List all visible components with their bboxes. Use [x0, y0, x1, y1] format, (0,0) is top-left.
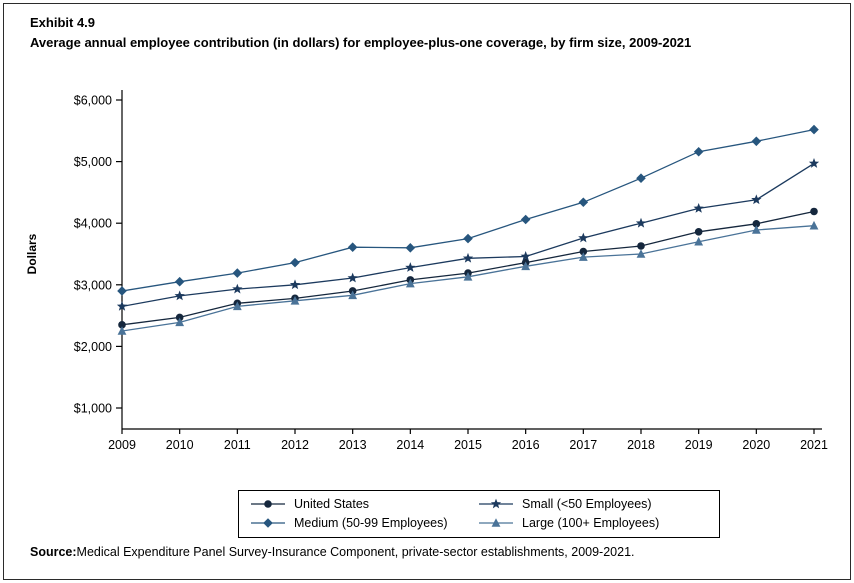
svg-text:2020: 2020: [742, 438, 770, 452]
svg-text:$1,000: $1,000: [74, 402, 112, 416]
legend-item-small: Small (<50 Employees): [477, 497, 709, 511]
source-note: Source:Medical Expenditure Panel Survey-…: [30, 545, 635, 559]
large-firm-line-marker-icon: [479, 518, 513, 527]
legend: United States Small (<50 Employees) Medi…: [238, 490, 720, 538]
legend-item-medium: Medium (50-99 Employees): [249, 516, 477, 530]
page-title: Average annual employee contribution (in…: [30, 34, 692, 50]
plot-svg: $1,000 $2,000 $3,000 $4,000 $5,000 $6,000 2009…: [25, 90, 828, 452]
legend-item-label: Large (100+ Employees): [522, 516, 660, 530]
svg-text:2011: 2011: [224, 438, 251, 452]
svg-text:$4,000: $4,000: [74, 217, 112, 231]
svg-text:2019: 2019: [685, 438, 713, 452]
svg-text:2016: 2016: [512, 438, 540, 452]
source-label: Source:: [30, 545, 77, 559]
chart-header: Exhibit 4.9 Average annual employee cont…: [30, 14, 810, 51]
united-states-line-marker-icon: [251, 500, 285, 508]
svg-text:Dollars: Dollars: [25, 233, 39, 274]
medium-firm-line-marker-icon: [251, 518, 285, 528]
legend-item-label: Small (<50 Employees): [522, 497, 652, 511]
legend-item-label: United States: [294, 497, 370, 511]
svg-text:$2,000: $2,000: [74, 340, 112, 354]
svg-text:2021: 2021: [800, 438, 828, 452]
svg-text:$5,000: $5,000: [74, 155, 112, 169]
legend-item-united-states: United States: [249, 497, 477, 511]
svg-text:2010: 2010: [166, 438, 194, 452]
legend-item-label: Medium (50-99 Employees): [294, 516, 448, 530]
svg-text:2012: 2012: [281, 438, 309, 452]
exhibit-label: Exhibit 4.9: [30, 15, 96, 30]
svg-text:$6,000: $6,000: [74, 94, 112, 108]
source-text: Medical Expenditure Panel Survey-Insuran…: [76, 545, 635, 559]
svg-text:2018: 2018: [627, 438, 655, 452]
svg-text:2014: 2014: [396, 438, 424, 452]
svg-text:2015: 2015: [454, 438, 482, 452]
svg-text:2017: 2017: [569, 438, 597, 452]
svg-text:2013: 2013: [339, 438, 367, 452]
svg-text:2009: 2009: [108, 438, 136, 452]
svg-text:$3,000: $3,000: [74, 278, 112, 292]
page-frame: Exhibit 4.9 Average annual employee cont…: [3, 3, 851, 580]
legend-item-large: Large (100+ Employees): [477, 516, 709, 530]
small-firm-line-marker-icon: [479, 498, 513, 509]
